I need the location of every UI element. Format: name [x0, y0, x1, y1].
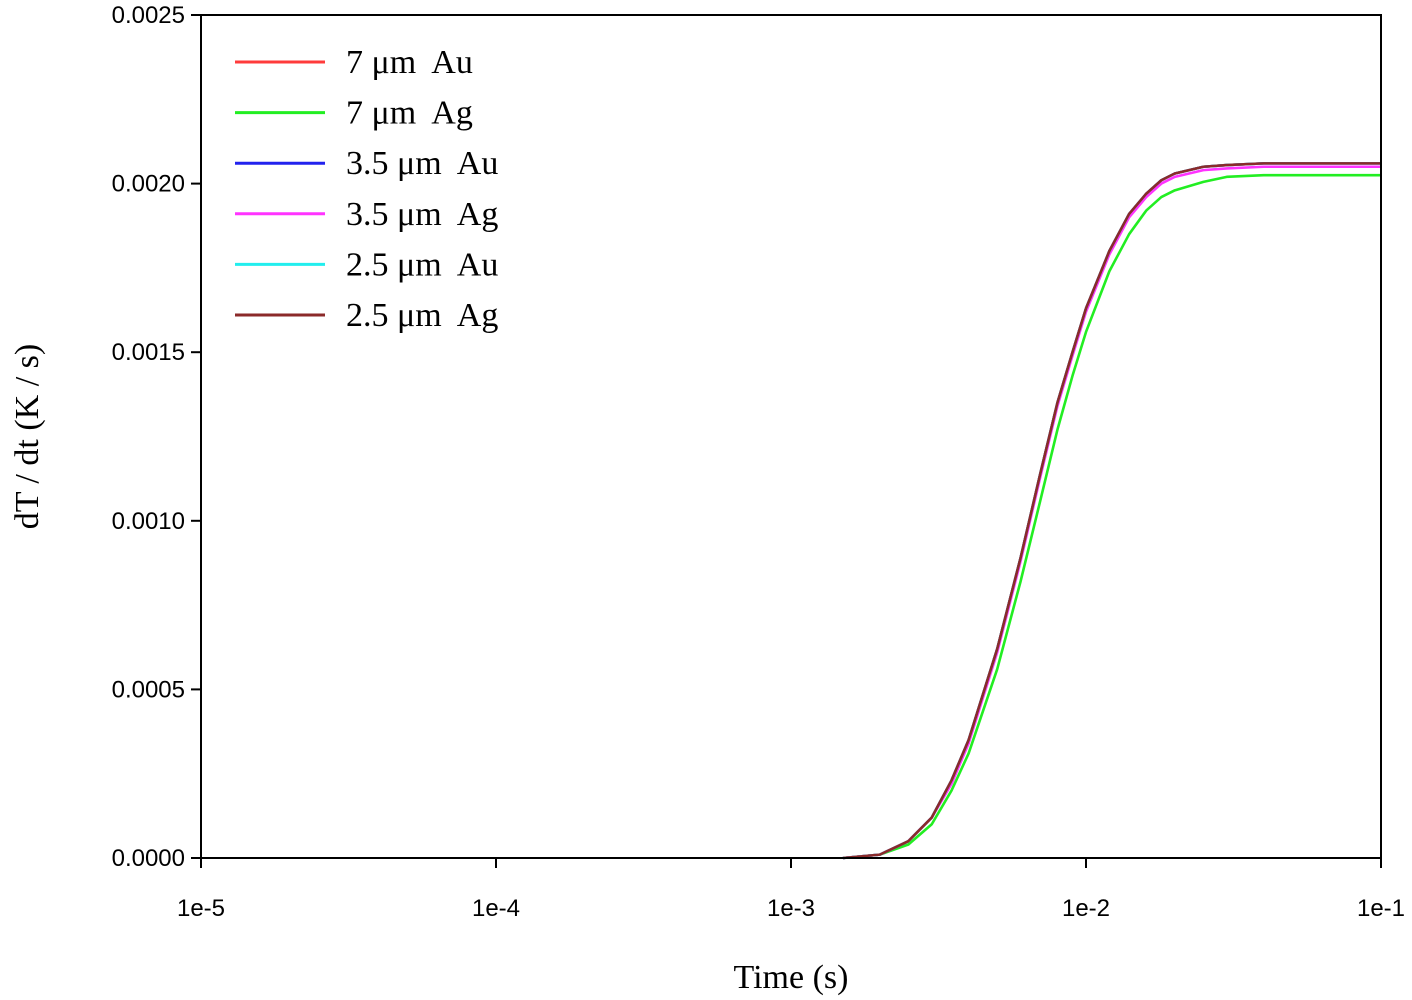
legend-label: 7 μm Ag: [346, 95, 473, 132]
legend-label: 7 μm Au: [346, 44, 473, 81]
y-tick-label: 0.0005: [112, 676, 185, 703]
legend: 7 μm Au 7 μm Ag 3.5 μm Au 3.5 μm Ag 2.5 μm A…: [235, 44, 498, 334]
legend-label: 2.5 μm Ag: [346, 297, 498, 334]
x-axis-title: Time (s): [734, 959, 849, 996]
plot-frame: [200, 14, 1382, 859]
y-tick-label: 0.0025: [112, 2, 185, 29]
legend-label: 2.5 μm Au: [346, 246, 498, 283]
y-tick-label: 0.0020: [112, 171, 185, 198]
series-line-3: [842, 165, 1381, 860]
x-tick-label: 1e-5: [177, 895, 225, 922]
series-line-1: [842, 173, 1381, 860]
y-axis: 0.0000 0.0005 0.0010 0.0015 0.0020 0.0025: [112, 2, 201, 872]
x-tick-label: 1e-4: [472, 895, 520, 922]
series-layer: [842, 162, 1381, 860]
y-tick-label: 0.0010: [112, 508, 185, 535]
series-line-5: [842, 162, 1381, 860]
y-axis-title: dT / dt (K / s): [9, 344, 46, 529]
y-tick-label: 0.0000: [112, 845, 185, 872]
x-tick-label: 1e-2: [1062, 895, 1110, 922]
legend-label: 3.5 μm Au: [346, 145, 498, 182]
legend-label: 3.5 μm Ag: [346, 196, 498, 233]
x-tick-label: 1e-3: [767, 895, 815, 922]
x-tick-label: 1e-1: [1357, 895, 1405, 922]
x-axis: 1e-5 1e-4 1e-3 1e-2 1e-1: [177, 858, 1405, 922]
y-tick-label: 0.0015: [112, 339, 185, 366]
